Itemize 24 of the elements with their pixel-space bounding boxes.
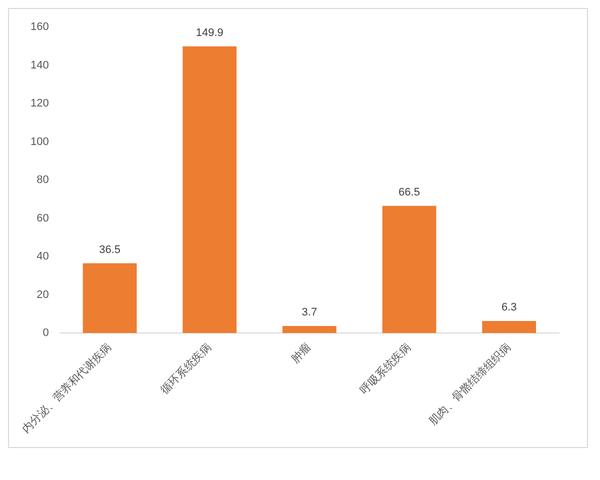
y-tick-label: 20 bbox=[36, 288, 49, 301]
data-label: 36.5 bbox=[99, 244, 121, 256]
x-tick-label: 呼吸系统疾病 bbox=[358, 340, 414, 397]
y-tick-label: 100 bbox=[30, 136, 49, 148]
y-tick-label: 120 bbox=[30, 98, 49, 110]
bar bbox=[482, 321, 536, 334]
data-label: 3.7 bbox=[302, 306, 318, 319]
bar bbox=[182, 46, 237, 334]
bar bbox=[282, 326, 336, 334]
data-label: 6.3 bbox=[501, 302, 517, 314]
y-tick-label: 160 bbox=[30, 21, 49, 34]
x-tick-label: 内分泌、营养和代谢疾病 bbox=[19, 340, 114, 436]
x-tick-label: 肌肉、骨骼结缔组织病 bbox=[426, 340, 514, 428]
data-label: 66.5 bbox=[398, 186, 420, 198]
data-label: 149.9 bbox=[196, 26, 224, 39]
bar bbox=[382, 206, 436, 334]
y-tick-label: 140 bbox=[30, 59, 49, 72]
x-tick-label: 肿瘤 bbox=[288, 340, 314, 366]
y-tick-label: 60 bbox=[36, 212, 49, 224]
x-tick-label: 循环系统疾病 bbox=[158, 340, 214, 397]
y-tick-label: 40 bbox=[36, 250, 49, 263]
bar bbox=[82, 263, 137, 334]
y-tick-label: 80 bbox=[36, 174, 49, 186]
y-tick-label: 0 bbox=[42, 327, 49, 340]
